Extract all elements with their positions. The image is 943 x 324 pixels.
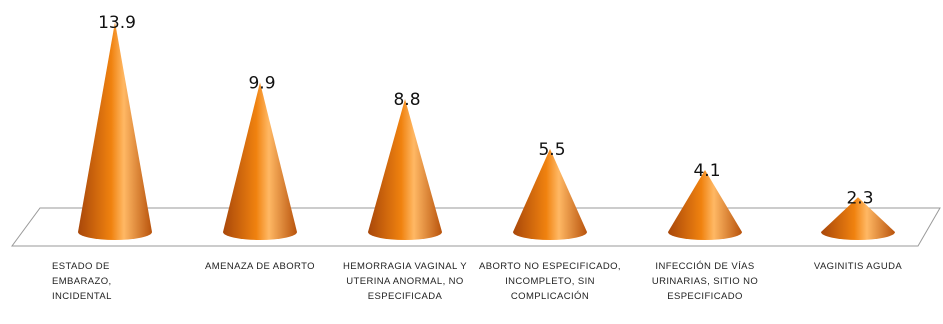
category-label: ESTADO DE EMBARAZO, INCIDENTAL (52, 261, 112, 302)
category-label: ABORTO NO ESPECIFICADO, INCOMPLETO, SIN … (479, 261, 621, 302)
cone-bar (223, 82, 297, 240)
cone-bar (78, 22, 152, 240)
category-label: AMENAZA DE ABORTO (205, 261, 315, 272)
cone-bar (368, 99, 442, 241)
value-labels-layer: 13.9 9.9 8.8 5.5 4.1 2.3 (98, 13, 873, 208)
value-label: 9.9 (248, 73, 275, 93)
value-label: 5.5 (538, 140, 565, 160)
value-label: 2.3 (846, 188, 873, 208)
value-label: 13.9 (98, 13, 136, 33)
cones-layer (78, 22, 895, 241)
category-label: VAGINITIS AGUDA (813, 261, 903, 272)
category-label: HEMORRAGIA VAGINAL Y UTERINA ANORMAL, NO… (343, 261, 467, 302)
category-label: INFECCIÓN DE VÍAS URINARIAS, SITIO NO ES… (651, 261, 759, 302)
cone-bar (668, 170, 742, 240)
value-label: 8.8 (393, 90, 420, 110)
chart-floor (11, 207, 941, 247)
cone-bar (513, 148, 587, 240)
cone-bar (821, 197, 895, 240)
value-label: 4.1 (693, 161, 720, 181)
